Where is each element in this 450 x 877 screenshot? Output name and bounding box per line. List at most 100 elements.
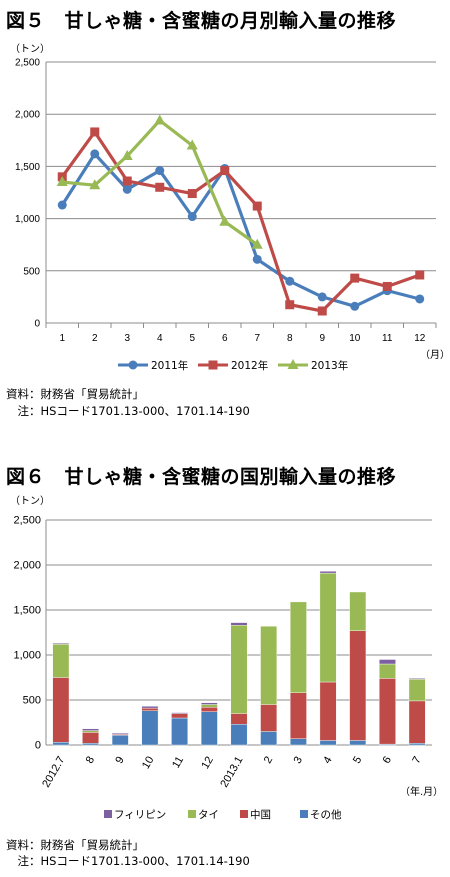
figure6-bar-segment xyxy=(290,738,307,746)
figure6-bar-segment xyxy=(230,625,248,714)
figure5-data-point xyxy=(415,294,425,304)
figure6-bar-segment xyxy=(52,742,70,746)
figure6-bar-segment xyxy=(319,740,337,746)
figure6-bar-segment xyxy=(171,717,188,746)
figure5-x-tick-label: 3 xyxy=(124,333,130,344)
figure6-x-tick-label: 2 xyxy=(262,755,275,766)
figure6-bar-segment xyxy=(408,742,426,746)
figure6-legend-swatch xyxy=(104,810,112,818)
figure5-data-point xyxy=(219,215,231,226)
figure5-x-unit: （月） xyxy=(420,350,450,361)
figure6-x-tick-label: 11 xyxy=(170,755,186,771)
figure6-bar-segment xyxy=(290,601,307,694)
figure6-x-tick-label: 2013.1 xyxy=(218,755,245,790)
figure5-data-point xyxy=(187,212,197,222)
figure5-legend-label: 2013年 xyxy=(311,359,348,372)
figure5-data-point xyxy=(90,149,100,159)
figure5-data-point xyxy=(122,176,132,186)
figure5-data-point xyxy=(89,179,101,190)
figure6-legend-item: タイ xyxy=(188,809,219,821)
figure5-source: 資料：財務省「貿易統計」 xyxy=(6,387,144,401)
figure6-legend-item: フィリピン xyxy=(104,809,166,821)
figure6-bar-segment xyxy=(82,728,99,731)
figure5-y-unit: （トン） xyxy=(10,44,50,55)
figure5-data-point xyxy=(122,184,132,194)
figure5-data-point xyxy=(56,176,68,187)
figure6-bar-segment xyxy=(52,643,70,645)
figure6-bar-segment xyxy=(408,700,426,744)
figure6-bar-segment xyxy=(82,730,99,733)
figure5-note: 注：HSコード1701.13-000、1701.14-190 xyxy=(6,404,250,418)
figure5-x-tick-label: 9 xyxy=(319,333,325,344)
figure5-data-point xyxy=(251,238,263,249)
figure5-x-tick-label: 8 xyxy=(287,333,293,344)
figure5-data-point xyxy=(317,306,327,316)
figure6-bar-segment xyxy=(319,571,337,574)
figure5-data-point xyxy=(121,149,133,160)
figure5-data-point xyxy=(350,301,360,311)
figure5-data-point xyxy=(317,292,327,302)
figure5-x-tick-label: 4 xyxy=(157,333,163,344)
figure5-data-point xyxy=(382,281,392,291)
figure6-bar-segment xyxy=(319,681,337,741)
figure5-y-tick-label: 1,000 xyxy=(15,214,40,225)
figure6-y-unit: （トン） xyxy=(10,496,50,507)
figure6-bar-segment xyxy=(82,742,99,746)
figure5-data-point xyxy=(186,139,198,150)
figure6-x-tick-label: 6 xyxy=(381,755,394,766)
figure6-bar-segment xyxy=(171,712,188,714)
figure6-bar-segment xyxy=(290,692,307,739)
figure6-x-tick-label: 5 xyxy=(351,755,364,766)
figure5-x-tick-label: 11 xyxy=(382,333,393,344)
figure6-bar-segment xyxy=(349,591,367,631)
figure5-series-line xyxy=(60,152,421,308)
figure6-bar-segment xyxy=(171,713,188,719)
figure6-bar-segment xyxy=(379,678,396,745)
figure6-y-tick-label: 1,500 xyxy=(13,605,41,617)
figure6-legend-label: タイ xyxy=(198,809,219,821)
figure5-y-tick-label: 500 xyxy=(23,266,40,277)
figure5-x-tick-label: 2 xyxy=(92,333,98,344)
figure5-data-point xyxy=(285,276,295,286)
figure6-bar-segment xyxy=(200,711,218,746)
figure5-x-tick-label: 12 xyxy=(414,333,426,344)
figure6-x-tick-label: 3 xyxy=(292,755,305,766)
figure5-series-0 xyxy=(57,149,425,311)
figure5-y-tick-label: 2,500 xyxy=(15,58,40,69)
figure6-legend-label: フィリピン xyxy=(114,809,166,821)
figure6-legend-swatch xyxy=(240,810,248,818)
figure6-x-unit: （年.月） xyxy=(400,787,444,798)
figure5-series-2 xyxy=(56,114,263,249)
figure5-data-point xyxy=(187,189,197,199)
figure5-legend-label: 2011年 xyxy=(151,359,188,372)
figure5-data-point xyxy=(155,166,165,176)
figure5-legend-marker xyxy=(287,359,299,369)
figure6-bar-segment xyxy=(52,677,70,743)
figure6-bar-segment xyxy=(379,663,396,679)
figure5-x-tick-label: 5 xyxy=(189,333,195,344)
figure6-bar-segment xyxy=(200,704,218,708)
figure5-x-tick-label: 10 xyxy=(349,333,361,344)
figure6-bar-segment xyxy=(349,740,367,746)
figure6-bar-segment xyxy=(379,659,396,665)
figure5-series-1 xyxy=(57,127,425,316)
figure6-bar-segment xyxy=(141,710,159,746)
figure5-data-point xyxy=(90,127,100,137)
figure6-x-tick-label: 7 xyxy=(410,755,423,766)
figure6-legend-label: 中国 xyxy=(250,808,271,821)
figure6-y-tick-label: 2,500 xyxy=(13,515,41,527)
figure5-x-tick-label: 7 xyxy=(254,333,260,344)
figure6-x-tick-label: 10 xyxy=(140,755,157,772)
figure5-data-point xyxy=(57,200,67,210)
figure6-bar-segment xyxy=(111,733,129,735)
figure5-x-tick-label: 6 xyxy=(222,333,228,344)
figure6-bar-segment xyxy=(260,704,278,732)
figure6-legend-item: 中国 xyxy=(240,808,271,821)
figure5-legend-item: 2011年 xyxy=(118,359,188,372)
figure6-y-tick-label: 500 xyxy=(23,695,41,707)
figure6-legend-label: その他 xyxy=(310,808,342,821)
figure5-data-point xyxy=(285,300,295,310)
figure6-bar-segment xyxy=(408,679,426,702)
figure6-bar-segment xyxy=(349,630,367,741)
